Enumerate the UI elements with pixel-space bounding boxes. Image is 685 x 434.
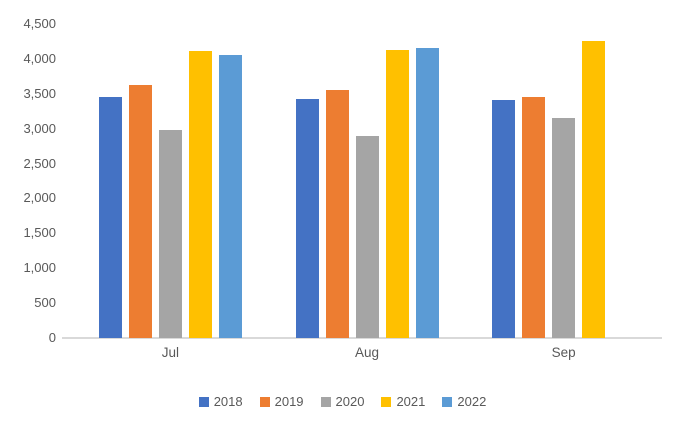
legend-swatch-icon	[259, 396, 270, 407]
bar-2019-sep	[522, 96, 546, 338]
y-axis-tick-label: 4,000	[23, 50, 56, 66]
legend-item-2021: 2021	[381, 394, 425, 409]
legend-label: 2020	[335, 394, 365, 409]
legend-label: 2022	[457, 394, 487, 409]
x-axis-label-jul: Jul	[161, 345, 179, 360]
legend-swatch-icon	[381, 396, 392, 407]
y-axis-tick-label: 3,500	[23, 85, 56, 101]
y-axis-tick-label: 2,000	[23, 190, 56, 206]
legend-item-2019: 2019	[259, 394, 304, 409]
bar-2018-sep	[492, 100, 516, 338]
x-axis-label-aug: Aug	[354, 345, 380, 360]
bar-2018-jul	[98, 97, 122, 338]
bar-2021-jul	[188, 51, 212, 338]
bar-2021-sep	[582, 40, 606, 338]
bar-2019-aug	[325, 89, 349, 338]
bar-2020-sep	[552, 117, 576, 338]
legend-item-2022: 2022	[442, 394, 486, 409]
bar-2018-aug	[295, 98, 319, 338]
bar-2022-jul	[218, 54, 242, 338]
legend-swatch-icon	[198, 396, 209, 407]
legend-item-2020: 2020	[320, 394, 365, 409]
legend: 2018 2019 2020 2021 2022	[0, 394, 685, 409]
legend-label: 2019	[274, 394, 304, 409]
y-axis-tick-label: 1,500	[23, 225, 56, 241]
y-axis-tick-label: 500	[34, 295, 56, 311]
legend-swatch-icon	[320, 396, 331, 407]
legend-label: 2018	[213, 394, 243, 409]
legend-label: 2021	[396, 394, 426, 409]
bar-2019-jul	[128, 84, 152, 338]
x-axis-line	[62, 337, 662, 339]
x-axis-label-sep: Sep	[551, 345, 576, 360]
bar-2020-aug	[355, 135, 379, 338]
bar-2022-aug	[415, 47, 439, 338]
bar-2021-aug	[385, 49, 409, 338]
y-axis-tick-label: 4,500	[23, 16, 56, 31]
y-axis-tick-label: 0	[48, 330, 56, 345]
y-axis-tick-label: 3,000	[23, 120, 56, 136]
y-axis-tick-label: 2,500	[23, 155, 56, 171]
y-axis-tick-label: 1,000	[23, 260, 56, 276]
legend-item-2018: 2018	[198, 394, 243, 409]
legend-swatch-icon	[442, 396, 453, 407]
bar-2020-jul	[158, 130, 182, 338]
